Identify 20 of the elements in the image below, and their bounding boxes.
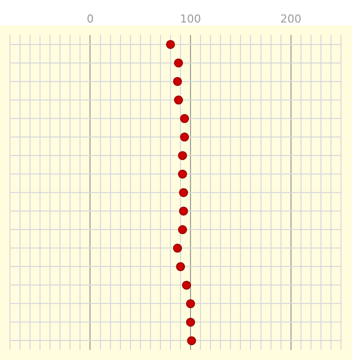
point bbox=[186, 299, 196, 308]
point bbox=[178, 170, 188, 179]
point bbox=[180, 132, 190, 142]
x-tick-label: 100 bbox=[180, 12, 202, 26]
point bbox=[186, 318, 196, 327]
point bbox=[174, 96, 184, 105]
x-tick-label: 0 bbox=[86, 12, 94, 26]
point bbox=[178, 225, 188, 234]
point bbox=[176, 262, 186, 272]
point bbox=[174, 58, 184, 68]
point bbox=[179, 188, 188, 198]
point bbox=[180, 114, 190, 124]
point bbox=[166, 40, 175, 49]
x-tick-label: 200 bbox=[280, 12, 302, 26]
point bbox=[182, 280, 192, 290]
point bbox=[173, 76, 182, 86]
point bbox=[178, 151, 188, 160]
point bbox=[173, 244, 182, 253]
point bbox=[179, 206, 188, 216]
point bbox=[187, 336, 196, 346]
